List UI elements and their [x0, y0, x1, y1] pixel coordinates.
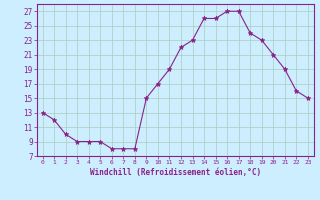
X-axis label: Windchill (Refroidissement éolien,°C): Windchill (Refroidissement éolien,°C) — [90, 168, 261, 177]
